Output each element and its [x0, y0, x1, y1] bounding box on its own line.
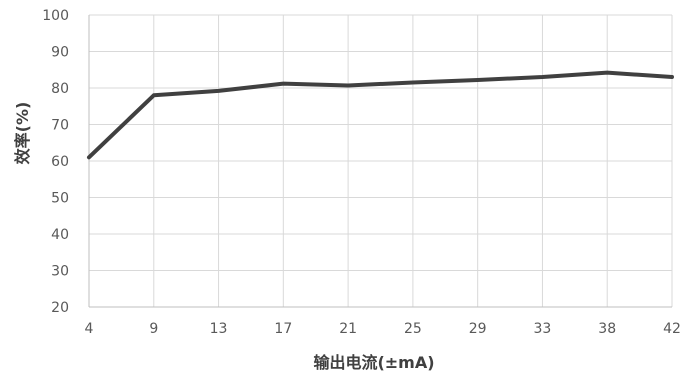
x-tick-labels: 4 9 13 17 21 25 29 33 38 42 — [85, 321, 681, 337]
x-tick-label: 42 — [663, 321, 681, 337]
x-tick-label: 4 — [85, 321, 94, 337]
x-tick-label: 38 — [598, 321, 616, 337]
y-tick-label: 50 — [51, 191, 69, 207]
x-axis-title: 输出电流(±mA) — [313, 353, 434, 372]
y-tick-label: 60 — [51, 154, 69, 170]
x-tick-label: 29 — [469, 321, 487, 337]
y-tick-label: 80 — [51, 81, 69, 97]
y-tick-label: 40 — [51, 227, 69, 243]
y-axis-title: 效率(%) — [13, 102, 32, 165]
x-tick-label: 13 — [210, 321, 228, 337]
y-tick-label: 90 — [51, 45, 69, 61]
y-tick-label: 30 — [51, 264, 69, 280]
grid-lines — [88, 14, 673, 308]
x-tick-label: 17 — [274, 321, 292, 337]
y-tick-labels: 20 30 40 50 60 70 80 90 100 — [42, 8, 69, 316]
series-group — [87, 70, 674, 160]
x-tick-label: 33 — [534, 321, 552, 337]
y-tick-label: 70 — [51, 118, 69, 134]
y-tick-label: 20 — [51, 300, 69, 316]
x-tick-label: 9 — [149, 321, 158, 337]
x-tick-label: 21 — [339, 321, 357, 337]
series-line — [87, 70, 674, 160]
x-tick-label: 25 — [404, 321, 422, 337]
y-tick-label: 100 — [42, 8, 69, 24]
